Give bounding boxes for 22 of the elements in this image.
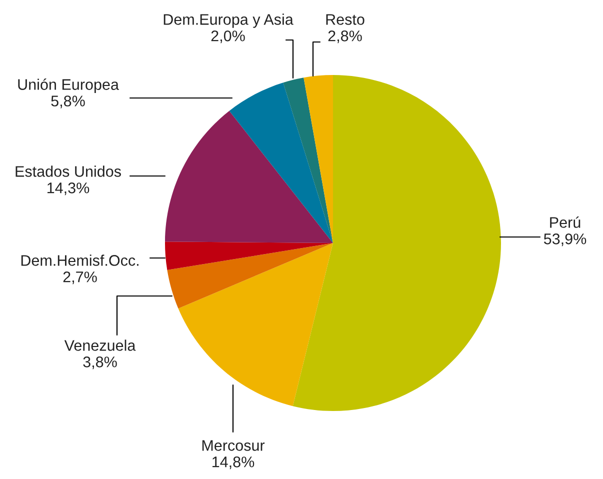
pie-slice bbox=[283, 78, 333, 243]
pie-slice bbox=[165, 242, 333, 270]
pie-slice bbox=[167, 243, 333, 308]
pie-slice bbox=[165, 110, 333, 243]
slice-label: Perú bbox=[550, 216, 580, 228]
slice-label: Estados Unidos bbox=[16, 166, 121, 177]
data-label: 2,7% bbox=[63, 272, 97, 284]
slice-label: Resto bbox=[326, 14, 364, 25]
slice-label: Venezuela bbox=[64, 340, 136, 351]
data-label: 3,8% bbox=[83, 356, 117, 370]
pie-slice bbox=[229, 82, 333, 243]
slice-label: Dem.Hemisf.Occ. bbox=[21, 254, 138, 266]
slice-label: Unión Europea bbox=[18, 78, 119, 93]
slice-label: Dem.Europa y Asia bbox=[164, 14, 294, 28]
data-label: 14,3% bbox=[48, 182, 90, 196]
slice-label: Mercosur bbox=[202, 440, 265, 451]
data-label: 53,9% bbox=[544, 234, 586, 246]
pie-slice bbox=[292, 75, 501, 411]
data-label: 14,8% bbox=[212, 456, 254, 470]
data-label: 2,8% bbox=[328, 30, 362, 44]
data-label: 5,8% bbox=[51, 96, 85, 108]
data-label: 2,0% bbox=[211, 30, 245, 44]
